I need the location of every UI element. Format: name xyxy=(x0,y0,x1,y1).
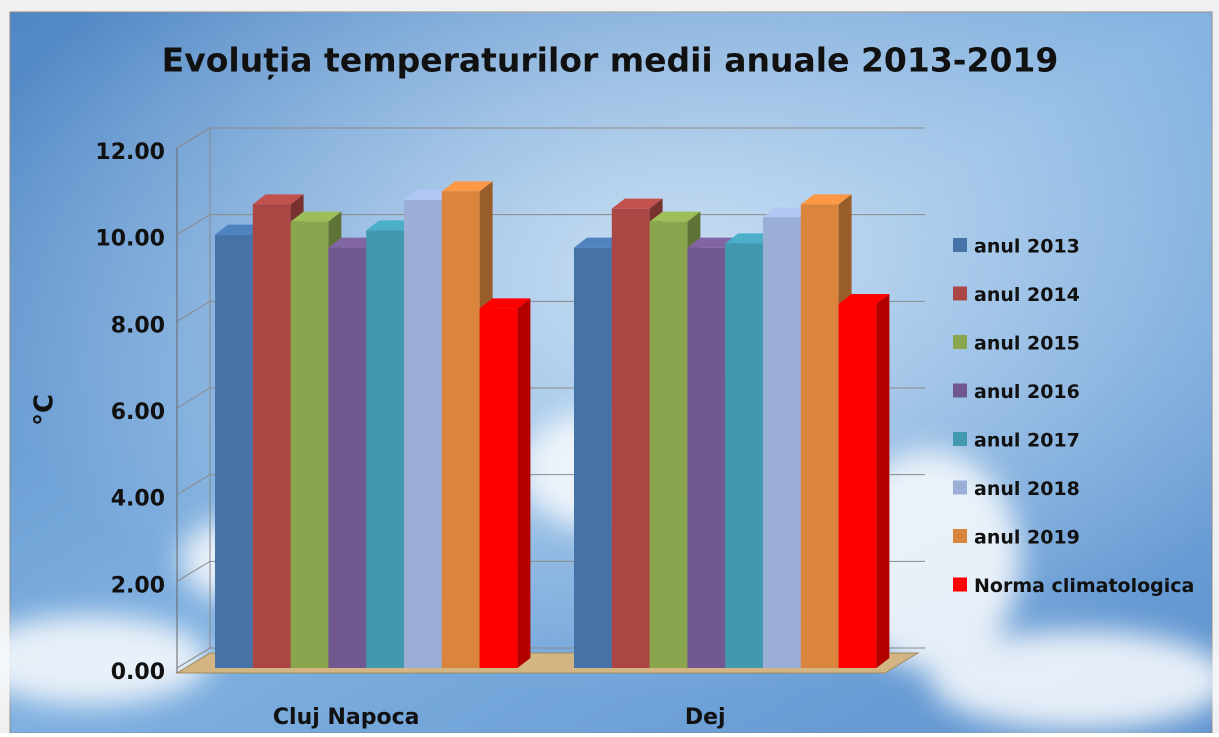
bar-top xyxy=(441,181,493,192)
bar-top xyxy=(611,198,663,209)
bar-top xyxy=(800,194,852,205)
bar-top xyxy=(838,294,890,304)
bar-top xyxy=(649,211,701,222)
legend-swatch xyxy=(953,480,967,495)
y-tick-label: 10.00 xyxy=(95,227,165,252)
bar-top xyxy=(479,298,531,309)
bar xyxy=(611,208,650,668)
bar xyxy=(725,243,763,669)
legend-label: anul 2015 xyxy=(974,333,1080,355)
grid-line-depth xyxy=(176,474,211,496)
bar xyxy=(838,304,877,668)
legend-label: anul 2013 xyxy=(974,236,1080,258)
grid-line-depth xyxy=(176,560,211,582)
bar xyxy=(574,247,612,668)
x-tick-label: Cluj Napoca xyxy=(273,705,420,730)
bar xyxy=(649,221,688,668)
y-tick-label: 8.00 xyxy=(111,313,165,338)
legend-label: anul 2014 xyxy=(974,284,1080,306)
grid-line-depth xyxy=(176,387,211,409)
y-tick-label: 0.00 xyxy=(111,660,165,685)
legend-swatch xyxy=(953,286,967,301)
bar-side xyxy=(517,298,531,668)
bar xyxy=(328,247,367,668)
bar xyxy=(252,204,291,669)
bar xyxy=(366,230,404,669)
bar xyxy=(441,191,480,669)
bar xyxy=(687,247,726,668)
bar xyxy=(215,234,253,668)
legend-swatch xyxy=(953,577,967,592)
legend-swatch xyxy=(953,238,967,252)
legend-label: anul 2016 xyxy=(974,381,1080,403)
bar-top xyxy=(252,194,304,205)
bar xyxy=(479,308,518,668)
bar xyxy=(800,204,839,669)
bar xyxy=(763,217,801,669)
legend-swatch xyxy=(953,529,967,543)
legend-swatch xyxy=(953,383,967,398)
legend-label: anul 2019 xyxy=(974,527,1080,549)
y-tick-label: 2.00 xyxy=(111,573,165,598)
x-tick-label: Dej xyxy=(685,705,726,730)
legend-swatch xyxy=(953,335,967,349)
bar-top xyxy=(290,211,342,222)
bar xyxy=(290,221,329,668)
grid-line-depth xyxy=(176,127,211,149)
grid-line-depth xyxy=(176,214,211,236)
legend-label: anul 2018 xyxy=(974,478,1080,500)
legend-label: anul 2017 xyxy=(974,430,1080,452)
y-axis-label: °C xyxy=(30,394,60,426)
chart-title: Evoluția temperaturilor medii anuale 201… xyxy=(162,41,1059,80)
y-tick-label: 12.00 xyxy=(95,140,165,165)
legend-swatch xyxy=(953,432,967,446)
y-tick-label: 6.00 xyxy=(111,400,165,425)
bar-side xyxy=(876,294,890,668)
y-tick-label: 4.00 xyxy=(111,487,165,512)
grid-line-depth xyxy=(176,300,211,322)
bar xyxy=(404,200,442,668)
legend-label: Norma climatologica xyxy=(974,575,1194,597)
grid-line-depth xyxy=(176,647,211,669)
